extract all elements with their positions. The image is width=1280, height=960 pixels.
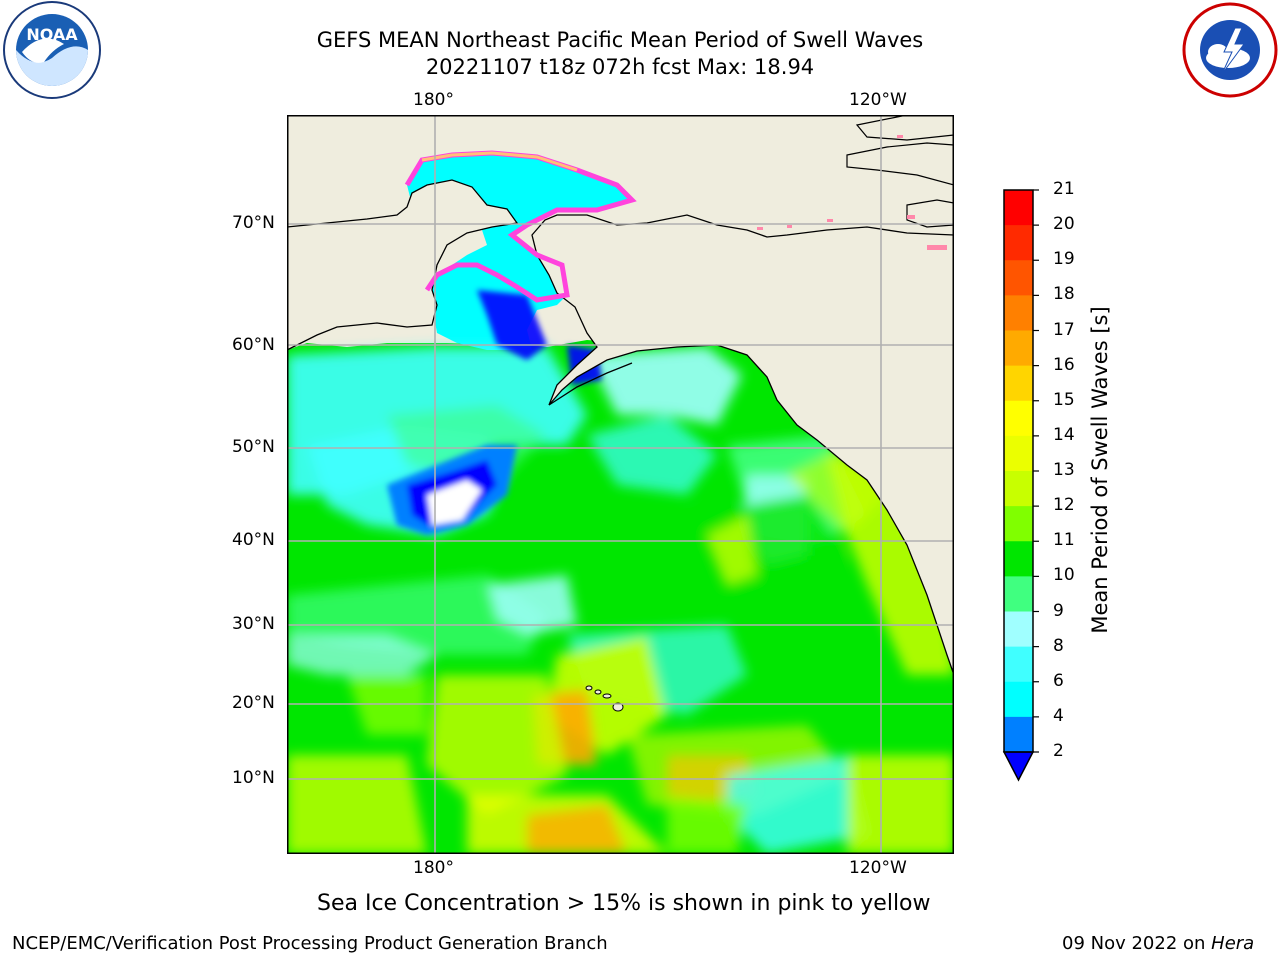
colorbar-tick-label: 17 [1053,319,1075,340]
colorbar-label: Mean Period of Swell Waves [s] [1088,306,1112,634]
lon-label-top-120w: 120°W [849,90,907,110]
footer-machine: Hera [1211,933,1255,954]
graticule [287,115,954,854]
lat-label-20n: 20°N [232,693,275,713]
aleutian-islands [548,362,633,406]
colorbar-tick-label: 15 [1053,389,1075,410]
nws-logo [1182,2,1278,98]
colorbar-tick-label: 20 [1053,214,1075,235]
chart-subtitle: 20221107 t18z 072h fcst Max: 18.94 [425,55,815,79]
colorbar-tick-label: 14 [1053,424,1075,445]
lat-label-10n: 10°N [232,768,275,788]
colorbar-segment [1004,400,1033,437]
hawaiian-islands [585,685,624,712]
chart-title: GEFS MEAN Northeast Pacific Mean Period … [316,28,924,52]
colorbar-segment [1004,611,1033,648]
colorbar-tick-label: 12 [1053,495,1075,516]
colorbar-extend-arrow [1002,751,1035,782]
colorbar-tick-label: 16 [1053,354,1075,375]
lat-label-60n: 60°N [232,335,275,355]
colorbar-tick-label: 9 [1053,600,1064,621]
colorbar-tick-label: 2 [1053,741,1064,761]
colorbar-tick-label: 6 [1053,670,1064,691]
noaa-logo-text: NOAA [26,25,78,44]
canadian-islands [846,142,954,186]
colorbar-segment [1004,471,1033,507]
colorbar-segment [1004,576,1033,612]
colorbar-segment [1004,365,1033,402]
colorbar-segment [1004,646,1033,683]
sea-ice-note: Sea Ice Concentration > 15% is shown in … [317,891,931,916]
footer-date: 09 Nov 2022 on Hera [1062,933,1254,954]
lon-label-top-180: 180° [413,90,454,110]
colorbar-segment [1004,435,1033,472]
colorbar-segment [1004,330,1033,367]
colorbar-segment [1004,716,1033,753]
colorbar-segment [1004,190,1033,226]
swell-period-map [287,115,954,854]
colorbar-segment [1004,225,1033,261]
lat-label-50n: 50°N [232,437,275,457]
colorbar-tick-label: 21 [1053,179,1075,199]
footer-date-text: 09 Nov 2022 on [1062,933,1212,954]
colorbar-segment [1004,260,1033,296]
colorbar-tick-label: 18 [1053,284,1075,305]
colorbar-tick-label: 10 [1053,565,1075,586]
lon-label-bottom-120w: 120°W [849,858,907,878]
colorbar-segment [1004,506,1033,542]
colorbar-segment [1004,295,1033,331]
noaa-logo: NOAA [3,1,101,99]
colorbar-tick-label: 13 [1053,460,1075,480]
lon-label-bottom-180: 180° [413,858,454,878]
colorbar-segment [1004,541,1033,577]
colorbar [1002,189,1039,782]
lat-label-70n: 70°N [232,213,275,233]
lat-label-40n: 40°N [232,530,275,550]
colorbar-segment [1004,681,1033,718]
colorbar-tick-label: 11 [1053,530,1075,551]
siberia-coast [287,179,519,351]
colorbar-tick-label: 19 [1053,249,1075,270]
footer-credit: NCEP/EMC/Verification Post Processing Pr… [12,933,608,954]
colorbar-tick-label: 4 [1053,705,1064,726]
colorbar-tick-label: 8 [1053,635,1064,656]
alaska-land [531,214,954,676]
lat-label-30n: 30°N [232,614,275,634]
